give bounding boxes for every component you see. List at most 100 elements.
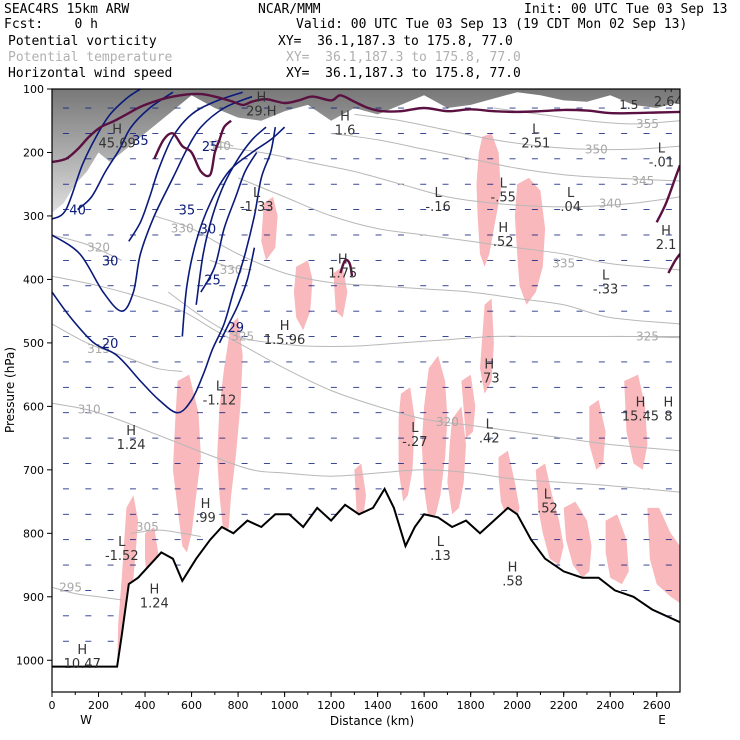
extremum-value-1: -1.33 (240, 200, 274, 215)
wind-contour-40 (52, 89, 141, 220)
theta-label-330: 330 (171, 222, 194, 236)
extremum-L-13: L (500, 176, 508, 191)
theta-label-335: 335 (552, 257, 575, 271)
theta-contour-310 (52, 402, 680, 493)
organization: NCAR/MMM (258, 2, 321, 17)
theta-label-295: 295 (59, 580, 82, 594)
extremum-L-1: L (253, 186, 261, 201)
theta-label-355: 355 (636, 117, 659, 131)
wind-label-35: 35 (132, 134, 149, 149)
extremum-H-2: H (256, 91, 266, 106)
extremum-value-8: .99 (195, 511, 216, 526)
extremum-H-20: H (663, 81, 673, 96)
extremum-value-26: .52 (537, 501, 558, 516)
wind-contour-35 (128, 91, 243, 242)
extremum-value-14: .52 (493, 235, 514, 250)
extremum-value-7: 1.24 (117, 438, 146, 453)
extremum-value-27: .13 (430, 549, 451, 564)
y-tick-label-600: 600 (23, 400, 44, 413)
extremum-value-22: -.27 (402, 435, 427, 450)
theta-contour-340 (214, 145, 680, 208)
x-tick-label-1400: 1400 (364, 699, 392, 712)
shaded-region-5 (333, 266, 348, 318)
extremum-H-10: H (149, 583, 159, 598)
theta-label-320: 320 (436, 415, 459, 429)
extremum-L-27: L (437, 535, 445, 550)
extremum-H-24: H (636, 395, 646, 410)
extremum-value-23: .42 (479, 432, 500, 447)
x-axis-label: Distance (km) (330, 714, 414, 728)
extremum-L-23: L (486, 418, 494, 433)
theta-label-325: 325 (636, 330, 659, 344)
x-tick-label-2400: 2400 (596, 699, 624, 712)
extremum-H-5: H (280, 319, 290, 334)
pv-contour-3 (655, 164, 680, 223)
extremum-L-12: L (434, 186, 442, 201)
extremum-H-3: H (340, 110, 350, 125)
y-tick-label-400: 400 (23, 273, 44, 286)
wind-label-30: 30 (200, 223, 217, 238)
shaded-region-8 (421, 355, 448, 521)
extremum-value-12: -.16 (425, 200, 450, 215)
extremum-value-24: 15.45 (622, 409, 659, 424)
extremum-H-7: H (126, 424, 136, 439)
wind-contour-25 (181, 126, 286, 337)
theta-contour-320 (52, 275, 680, 452)
extremum-H-14: H (498, 221, 508, 236)
x-tick-label-1000: 1000 (271, 699, 299, 712)
x-tick-label-200: 200 (88, 699, 109, 712)
theta-contour-320 (52, 234, 123, 261)
extremum-value-21: .73 (479, 371, 500, 386)
theta-label-310: 310 (78, 403, 101, 417)
extremum-value-28: .58 (502, 574, 523, 589)
x-tick-label-600: 600 (181, 699, 202, 712)
field-2-name: Potential temperature (8, 50, 173, 65)
theta-contour-330 (154, 215, 680, 325)
y-tick-label-700: 700 (23, 464, 44, 477)
field-2-xy: XY= 36.1,187.3 to 175.8, 77.0 (286, 50, 521, 65)
x-axis-right-end: E (658, 713, 666, 727)
extremum-H-28: H (508, 560, 518, 575)
init-time: Init: 00 UTC Tue 03 Sep 13 (524, 2, 728, 17)
y-tick-label-800: 800 (23, 527, 44, 540)
valid-time: Valid: 00 UTC Tue 03 Sep 13 (19 CDT Mon … (296, 17, 688, 32)
extremum-value-15: 2.51 (521, 136, 550, 151)
theta-label-340: 340 (599, 196, 622, 210)
extremum-value-4: 1.75 (328, 267, 357, 282)
extremum-L-17: L (602, 268, 610, 283)
shaded-region-17 (647, 507, 680, 604)
pv-contour-2 (339, 258, 354, 277)
extremum-value-3: 1.6 (335, 124, 356, 139)
extremum-H-0: H (112, 122, 122, 137)
shaded-region-6 (217, 317, 243, 540)
shaded-region-7 (172, 374, 201, 553)
x-tick-label-400: 400 (135, 699, 156, 712)
wind-contour-30 (195, 126, 267, 305)
forecast-hour: Fcst: 0 h (4, 17, 98, 32)
shaded-region-2 (261, 196, 278, 261)
y-tick-label-900: 900 (23, 591, 44, 604)
wind-contour-29 (218, 247, 256, 344)
theta-label-345: 345 (631, 174, 654, 188)
y-tick-label-100: 100 (23, 83, 44, 96)
extremum-H-19: H (661, 224, 671, 239)
extremum-H-21: H (484, 357, 494, 372)
model-title: SEAC4RS 15km ARW (4, 2, 130, 17)
pv-contour-0 (52, 92, 680, 164)
x-tick-label-2200: 2200 (550, 699, 578, 712)
shaded-region-15 (589, 400, 606, 470)
theta-label-305: 305 (136, 520, 159, 534)
extremum-value-0: 45.69 (99, 136, 136, 151)
theta-contour-295 (52, 586, 122, 601)
pv-contour-1 (153, 119, 232, 178)
extremum-value-25: 8 (664, 409, 672, 424)
wind-label-20: 20 (102, 337, 119, 352)
extremum-value-20: 2.64 (654, 95, 683, 110)
x-axis-left-end: W (80, 713, 92, 727)
y-axis-label: Pressure (hPa) (3, 347, 17, 433)
field-3-name: Horizontal wind speed (8, 66, 173, 81)
wind-barbs (62, 107, 672, 642)
extremum-L-16: L (567, 186, 575, 201)
x-tick-label-800: 800 (228, 699, 249, 712)
extremum-H-4: H (338, 253, 348, 268)
